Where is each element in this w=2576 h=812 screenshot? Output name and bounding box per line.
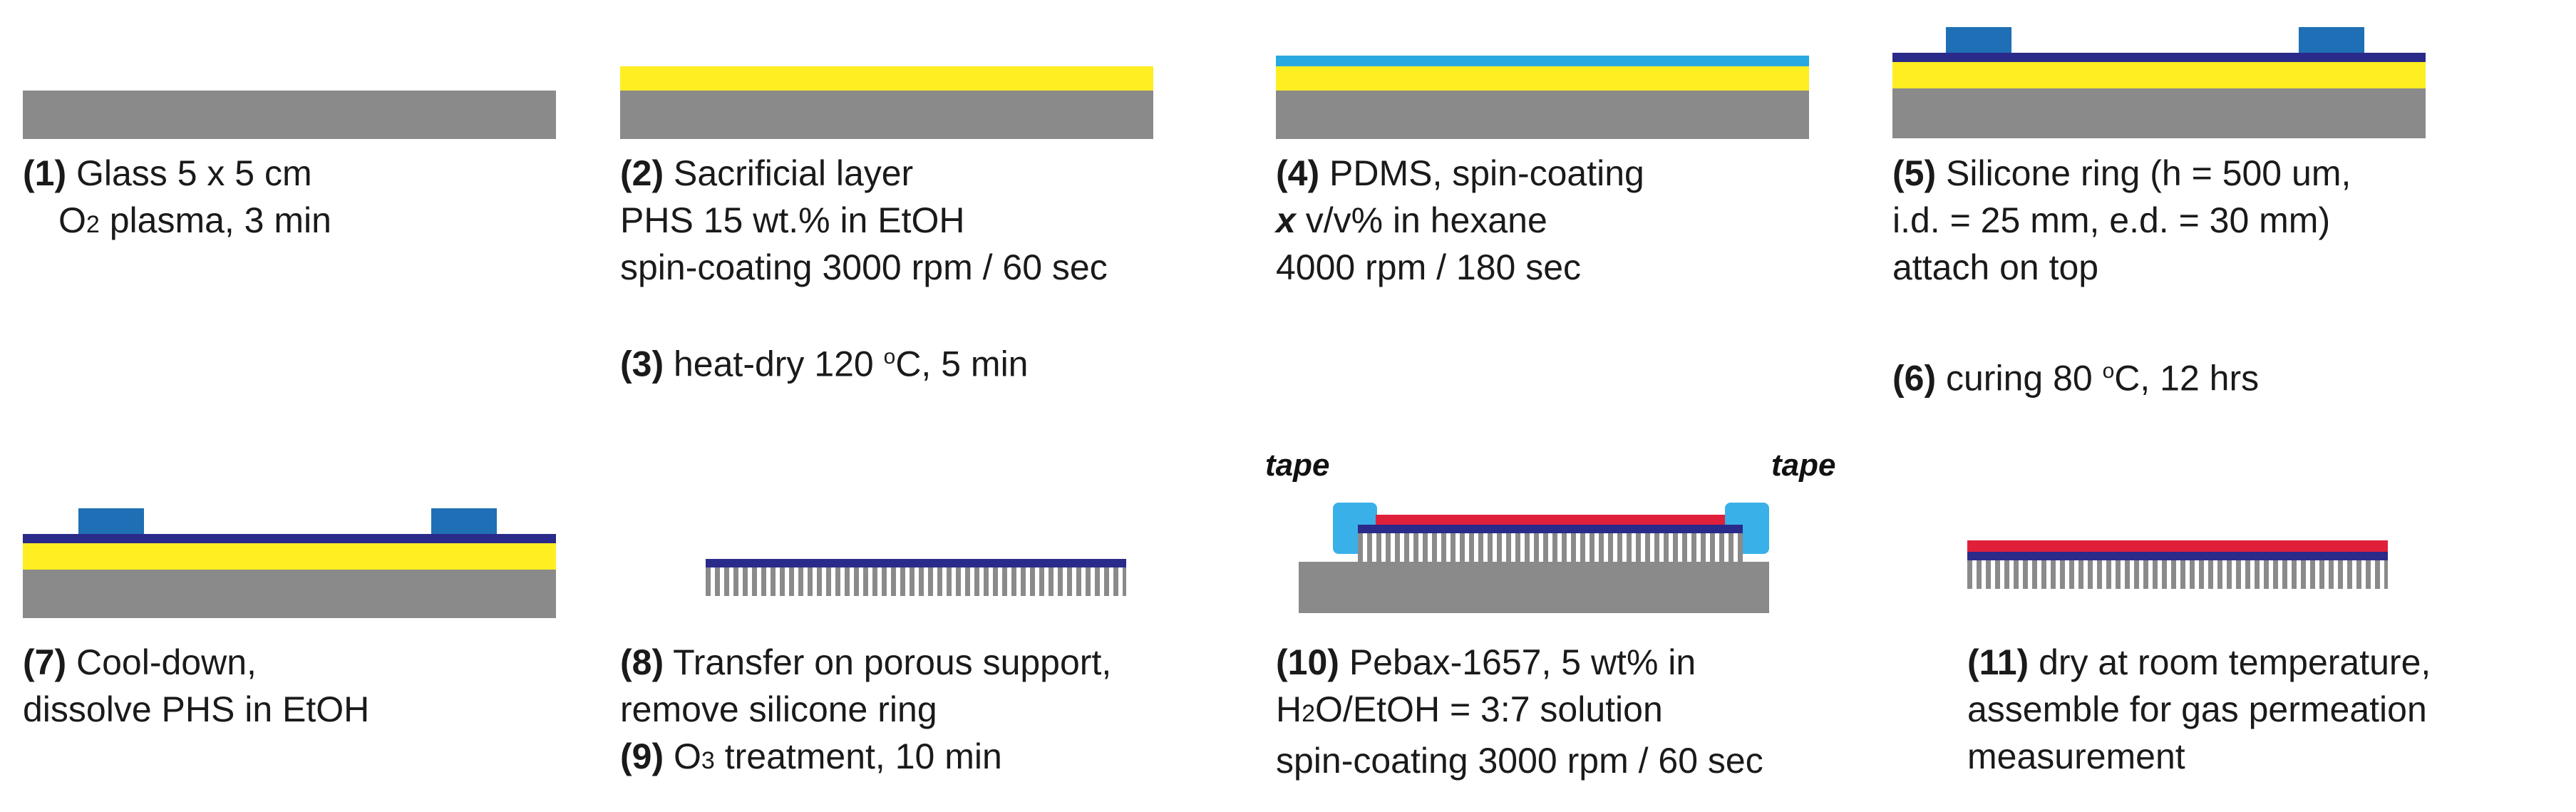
step-3-text-a: heat-dry 120	[664, 344, 884, 384]
step-11-caption: (11) dry at room temperature, assemble f…	[1967, 639, 2431, 780]
step-11-line-1: dry at room temperature,	[2029, 642, 2431, 682]
step-8-number: (8)	[620, 642, 664, 682]
step-9-text-b: treatment, 10 min	[714, 736, 1002, 776]
step-8-line-2: remove silicone ring	[620, 689, 937, 729]
step-8-line-1: Transfer on porous support,	[664, 642, 1112, 682]
step-2-line-1: Sacrificial layer	[664, 153, 914, 193]
step-2-line-3: spin-coating 3000 rpm / 60 sec	[620, 247, 1108, 287]
sacrificial-layer	[620, 66, 1153, 92]
step-9-sub: 3	[701, 747, 715, 774]
step-3-text-b: C, 5 min	[895, 344, 1029, 384]
pdms-layer	[706, 559, 1126, 567]
step-10-line-2a: H	[1276, 689, 1302, 729]
step-1-line-2a: O	[58, 200, 86, 240]
step-2-line-2: PHS 15 wt.% in EtOH	[620, 200, 965, 240]
pdms-layer	[1892, 53, 2426, 63]
pebax-layer	[1376, 515, 1725, 525]
step-6-caption: (6) curing 80 oC, 12 hrs	[1892, 348, 2259, 402]
step-7-caption: (7) Cool-down, dissolve PHS in EtOH	[23, 639, 369, 733]
pdms-layer	[1358, 525, 1743, 533]
sacrificial-layer	[23, 543, 556, 570]
glass-substrate	[23, 91, 556, 139]
step-5-line-2: i.d. = 25 mm, e.d. = 30 mm)	[1892, 200, 2331, 240]
step-4-number: (4)	[1276, 153, 1320, 193]
glass-substrate	[1276, 91, 1809, 139]
step-8-caption: (8) Transfer on porous support, remove s…	[620, 639, 1111, 784]
step-2-caption: (2) Sacrificial layer PHS 15 wt.% in EtO…	[620, 150, 1108, 291]
step-1-line-2b: plasma, 3 min	[99, 200, 331, 240]
step-9-number: (9)	[620, 736, 664, 776]
step-5-line-3: attach on top	[1892, 247, 2099, 287]
step-4-line-2: v/v% in hexane	[1295, 200, 1547, 240]
pdms-layer	[23, 534, 556, 544]
sacrificial-layer	[1276, 66, 1809, 92]
step-7-number: (7)	[23, 642, 67, 682]
degree-symbol: o	[883, 345, 896, 369]
glass-substrate	[1299, 562, 1769, 613]
step-6-number: (6)	[1892, 358, 1937, 399]
step-11-number: (11)	[1967, 642, 2029, 682]
step-1-line-1: Glass 5 x 5 cm	[66, 153, 312, 193]
step-10-line-1: Pebax-1657, 5 wt% in	[1339, 642, 1696, 682]
tape-label-right: tape	[1771, 448, 1836, 483]
step-4-caption: (4) PDMS, spin-coating x v/v% in hexane …	[1276, 150, 1644, 291]
step-1-caption: (1) Glass 5 x 5 cm O2 plasma, 3 min	[23, 150, 331, 248]
step-1-number: (1)	[23, 153, 67, 193]
step-10-caption: (10) Pebax-1657, 5 wt% in H2O/EtOH = 3:7…	[1276, 639, 1763, 784]
pebax-layer	[1967, 540, 2388, 552]
step-9-text-a: O	[664, 736, 701, 776]
step-11-line-2: assemble for gas permeation	[1967, 689, 2427, 729]
step-10-sub: 2	[1302, 700, 1316, 727]
step-4-x: x	[1276, 200, 1296, 240]
glass-substrate	[620, 91, 1153, 139]
step-3-number: (3)	[620, 344, 664, 384]
step-6-text-b: C, 12 hrs	[2114, 358, 2260, 399]
silicone-ring-right	[2299, 27, 2364, 54]
porous-support	[1358, 533, 1743, 562]
porous-support	[1967, 560, 2388, 589]
pdms-layer	[1967, 552, 2388, 560]
step-5-caption: (5) Silicone ring (h = 500 um, i.d. = 25…	[1892, 150, 2351, 291]
step-4-line-1: PDMS, spin-coating	[1319, 153, 1644, 193]
silicone-ring-left	[78, 508, 144, 535]
porous-support	[706, 567, 1126, 596]
step-1-line-2-sub: 2	[86, 211, 100, 238]
sacrificial-layer	[1892, 62, 2426, 89]
silicone-ring-right	[431, 508, 497, 535]
pdms-layer	[1276, 56, 1809, 67]
step-5-number: (5)	[1892, 153, 1937, 193]
degree-symbol: o	[2102, 359, 2115, 383]
step-10-line-3: spin-coating 3000 rpm / 60 sec	[1276, 741, 1763, 781]
glass-substrate	[1892, 88, 2426, 138]
step-2-number: (2)	[620, 153, 664, 193]
step-4-line-3: 4000 rpm / 180 sec	[1276, 247, 1582, 287]
step-7-line-2: dissolve PHS in EtOH	[23, 689, 370, 729]
tape-label-left: tape	[1265, 448, 1330, 483]
step-11-line-3: measurement	[1967, 736, 2185, 776]
step-10-line-2b: O/EtOH = 3:7 solution	[1315, 689, 1663, 729]
step-3-caption: (3) heat-dry 120 oC, 5 min	[620, 334, 1029, 388]
step-5-line-1: Silicone ring (h = 500 um,	[1936, 153, 2351, 193]
step-6-text-a: curing 80	[1936, 358, 2103, 399]
glass-substrate	[23, 570, 556, 618]
step-7-line-1: Cool-down,	[66, 642, 257, 682]
silicone-ring-left	[1946, 27, 2011, 54]
step-10-number: (10)	[1276, 642, 1339, 682]
